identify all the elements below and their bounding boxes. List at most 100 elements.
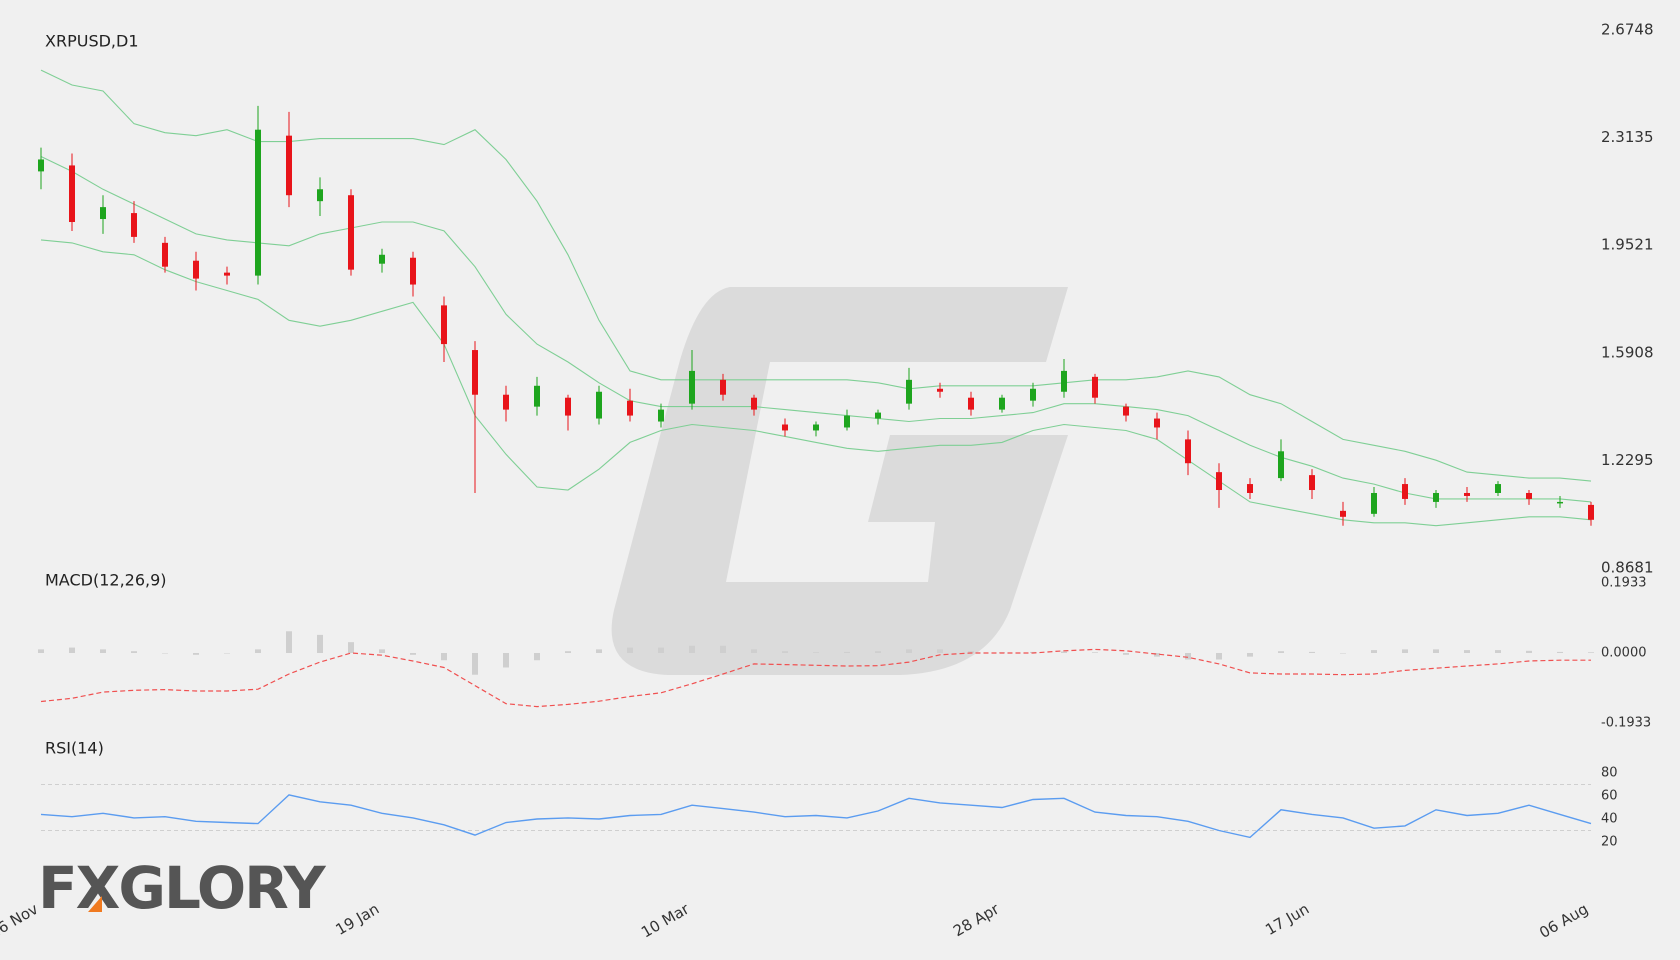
macd-bar (813, 652, 819, 653)
macd-bar (751, 649, 757, 653)
macd-bar (1495, 650, 1501, 653)
macd-bar (162, 653, 168, 654)
y-tick-label: 0.8681 (1601, 559, 1654, 577)
macd-bar (472, 653, 478, 675)
candle-body (193, 260, 199, 279)
macd-bar (38, 649, 44, 653)
band-lower (40, 239, 1592, 527)
candle-body (224, 272, 230, 276)
candle-body (503, 394, 509, 410)
macd-bar (1309, 651, 1315, 653)
candle-body (1247, 484, 1253, 493)
candle-body (534, 385, 540, 407)
candle-body (1588, 504, 1594, 520)
candle-body (844, 415, 850, 428)
y-tick-label: -0.1933 (1601, 716, 1651, 731)
y-tick-label: 1.2295 (1601, 451, 1654, 469)
macd-bar (1278, 651, 1284, 653)
macd-bar (379, 649, 385, 653)
macd-bar (596, 649, 602, 653)
y-tick-label: 60 (1601, 789, 1618, 804)
macd-bar (193, 653, 199, 655)
macd-bar (782, 651, 788, 653)
band-middle (40, 156, 1592, 503)
candle-body (410, 257, 416, 285)
rsi-title: RSI(14) (45, 739, 104, 758)
candle-body (1216, 472, 1222, 491)
candle-body (100, 207, 106, 220)
macd-bar (1402, 649, 1408, 653)
candle-body (286, 135, 292, 196)
candle-body (875, 412, 881, 419)
candle-body (720, 379, 726, 395)
macd-bar (844, 651, 850, 653)
macd-bar (1526, 650, 1532, 653)
logo: FXGLORY (38, 854, 329, 922)
candle-body (317, 189, 323, 202)
y-tick-label: 0.0000 (1601, 646, 1647, 661)
macd-bar (286, 631, 292, 653)
macd-bar (534, 653, 540, 661)
macd-bar (1588, 652, 1594, 653)
macd-bar (1340, 653, 1346, 654)
band-upper (40, 69, 1592, 482)
y-tick-label: 80 (1601, 766, 1618, 781)
macd-bar (937, 649, 943, 653)
macd-bar (255, 649, 261, 653)
x-tick-label: 28 Apr (950, 899, 1003, 940)
candle-body (1278, 451, 1284, 479)
candle-body (1495, 484, 1501, 493)
candle-body (1340, 510, 1346, 517)
logo-text: FXGLORY (38, 854, 327, 922)
candle-body (348, 195, 354, 270)
y-tick-label: 1.9521 (1601, 236, 1654, 254)
candle-body (658, 409, 664, 422)
macd-bar (1216, 653, 1222, 660)
macd-bar (1247, 653, 1253, 657)
candle-body (627, 400, 633, 416)
macd-bar (1185, 653, 1191, 660)
y-tick-label: 0.1933 (1601, 576, 1647, 591)
candle-body (1402, 484, 1408, 499)
y-tick-label: 2.6748 (1601, 21, 1654, 39)
x-tick-label: 26 Nov (0, 900, 41, 942)
candle-body (1092, 376, 1098, 398)
macd-bar (1557, 651, 1563, 653)
candle-body (813, 424, 819, 431)
macd-bar (441, 653, 447, 661)
macd-bar (720, 645, 726, 653)
macd-bar (348, 642, 354, 653)
candle-body (131, 213, 137, 237)
candle-body (441, 305, 447, 345)
macd-bar (224, 653, 230, 654)
x-tick-label: 10 Mar (638, 899, 693, 941)
y-tick-label: 2.3135 (1601, 128, 1654, 146)
macd-bar (69, 647, 75, 653)
candle-body (1030, 388, 1036, 401)
macd-bar (503, 653, 509, 668)
x-tick-label: 06 Aug (1536, 900, 1591, 942)
candle-body (379, 254, 385, 264)
macd-bar (131, 651, 137, 653)
candle-body (38, 159, 44, 172)
candle-body (1557, 501, 1563, 504)
macd-bar (410, 653, 416, 655)
candle-body (565, 397, 571, 416)
macd-bar (875, 651, 881, 653)
candle-body (689, 370, 695, 404)
candle-body (472, 350, 478, 395)
y-tick-label: 40 (1601, 812, 1618, 827)
candle-body (255, 129, 261, 276)
candle-body (1154, 418, 1160, 428)
x-tick-label: 19 Jan (333, 900, 383, 939)
candle-body (1433, 492, 1439, 502)
macd-title: MACD(12,26,9) (45, 571, 167, 590)
macd-bar (565, 651, 571, 653)
candle-body (751, 397, 757, 410)
macd-bar (1123, 653, 1129, 655)
candle-body (1371, 492, 1377, 514)
macd-bar (1464, 650, 1470, 653)
candle-body (906, 379, 912, 404)
